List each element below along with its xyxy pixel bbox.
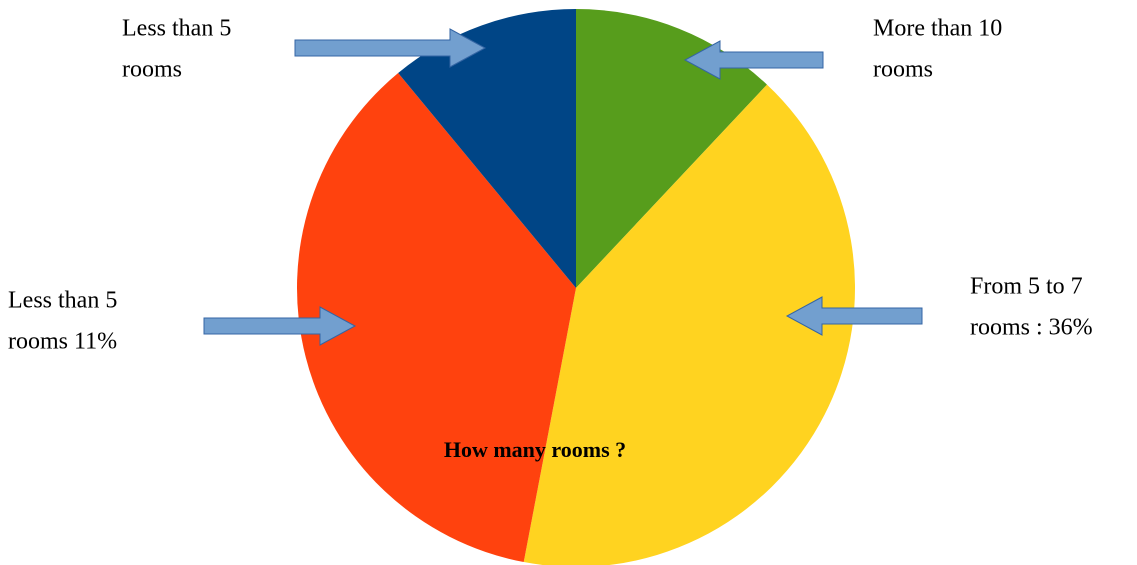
arrow: [785, 296, 923, 336]
arrow: [683, 40, 824, 80]
annotation: Less than 5: [122, 16, 231, 42]
chart-title: How many rooms ?: [444, 437, 626, 462]
annotation: More than 10: [873, 16, 1002, 42]
pie-slice: [523, 84, 855, 565]
pie-slice: [297, 73, 576, 563]
arrow: [294, 28, 487, 68]
annotation: rooms : 36%: [970, 315, 1093, 341]
pie: [297, 9, 855, 565]
annotation: Less than 5: [8, 288, 117, 314]
annotation: rooms: [122, 57, 182, 83]
annotation: rooms: [873, 57, 933, 83]
annotation: From 5 to 7: [970, 274, 1083, 300]
pie-slice: [398, 9, 576, 288]
arrow: [203, 306, 357, 346]
annotation: rooms 11%: [8, 329, 117, 355]
arrows: [203, 28, 923, 346]
